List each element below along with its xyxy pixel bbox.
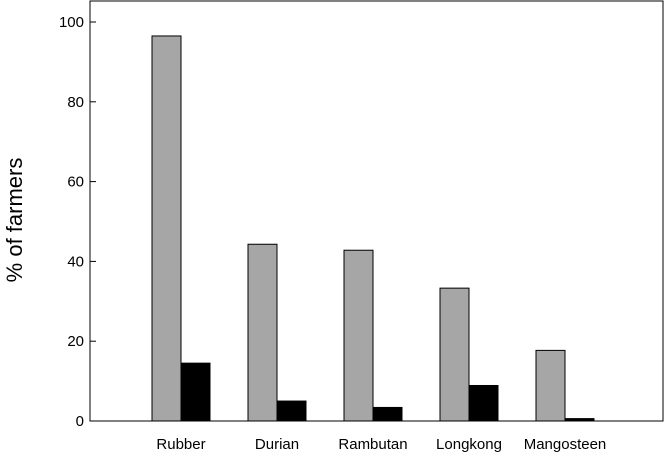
bar-rubber-series-1	[151, 35, 182, 422]
bar-longkong-series-2	[468, 384, 499, 422]
y-tick-label: 40	[67, 253, 84, 270]
bar-rambutan-series-1	[343, 249, 374, 422]
bar-mangosteen-series-1	[535, 349, 566, 422]
bar-durian-series-1	[247, 243, 278, 422]
bar-mangosteen-series-2	[564, 418, 595, 422]
bar-rambutan-series-2	[372, 406, 403, 422]
bar-durian-series-2	[276, 400, 307, 422]
y-tick-label: 80	[67, 94, 84, 111]
y-axis: 0 20 40 60 80 100	[59, 14, 96, 430]
y-tick-label: 100	[59, 14, 84, 31]
x-tick-label-longkong: Longkong	[436, 436, 502, 453]
y-axis-title: % of farmers	[2, 158, 27, 283]
x-tick-label-rubber: Rubber	[156, 436, 205, 453]
bar-rubber-series-2	[180, 362, 211, 422]
x-tick-label-mangosteen: Mangosteen	[524, 436, 607, 453]
bar-longkong-series-1	[439, 287, 470, 422]
bars	[151, 35, 595, 422]
y-tick-label: 20	[67, 333, 84, 350]
y-tick-label: 60	[67, 174, 84, 191]
x-axis: Rubber Durian Rambutan Longkong Mangosteen	[156, 436, 606, 453]
y-tick-label: 0	[76, 413, 84, 430]
x-tick-label-durian: Durian	[255, 436, 299, 453]
x-tick-label-rambutan: Rambutan	[338, 436, 407, 453]
